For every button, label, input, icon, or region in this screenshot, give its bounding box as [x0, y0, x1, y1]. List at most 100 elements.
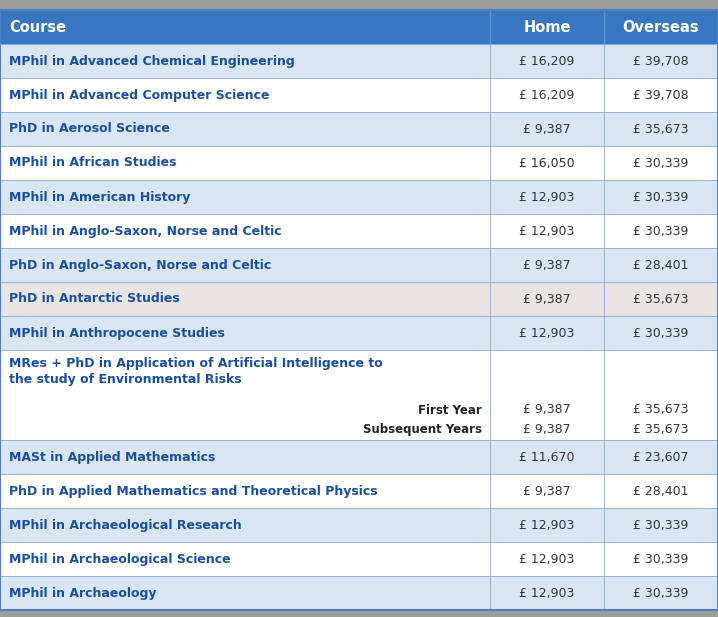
Text: Home: Home	[523, 20, 571, 35]
Bar	[604, 282, 718, 316]
Text: MPhil in Anglo-Saxon, Norse and Celtic: MPhil in Anglo-Saxon, Norse and Celtic	[9, 225, 281, 238]
Bar	[0, 146, 490, 180]
Bar	[490, 44, 604, 78]
Text: £ 30,339: £ 30,339	[633, 225, 689, 238]
Bar	[490, 214, 604, 248]
Bar	[0, 508, 490, 542]
Text: the study of Environmental Risks: the study of Environmental Risks	[9, 373, 242, 386]
Text: MPhil in African Studies: MPhil in African Studies	[9, 157, 177, 170]
Text: £ 30,339: £ 30,339	[633, 587, 689, 600]
Bar	[0, 440, 490, 474]
Text: £ 30,339: £ 30,339	[633, 157, 689, 170]
Bar	[604, 350, 718, 440]
Bar	[0, 248, 490, 282]
Text: MPhil in Archaeology: MPhil in Archaeology	[9, 587, 157, 600]
Text: £ 30,339: £ 30,339	[633, 191, 689, 204]
Bar	[490, 576, 604, 610]
Text: £ 11,670: £ 11,670	[519, 450, 574, 463]
Bar	[0, 282, 490, 316]
Text: £ 9,387: £ 9,387	[523, 404, 571, 416]
Text: £ 16,050: £ 16,050	[519, 157, 575, 170]
Bar	[0, 316, 490, 350]
Text: PhD in Antarctic Studies: PhD in Antarctic Studies	[9, 292, 180, 305]
Bar	[0, 180, 490, 214]
Bar	[604, 542, 718, 576]
Bar	[490, 282, 604, 316]
Text: £ 30,339: £ 30,339	[633, 326, 689, 339]
Bar	[490, 112, 604, 146]
Text: PhD in Aerosol Science: PhD in Aerosol Science	[9, 123, 170, 136]
Text: £ 16,209: £ 16,209	[519, 54, 574, 67]
Text: £ 30,339: £ 30,339	[633, 552, 689, 566]
Bar	[604, 440, 718, 474]
Bar	[0, 214, 490, 248]
Bar	[604, 316, 718, 350]
Bar	[0, 44, 490, 78]
Bar	[604, 112, 718, 146]
Bar	[604, 10, 718, 44]
Text: MPhil in Advanced Chemical Engineering: MPhil in Advanced Chemical Engineering	[9, 54, 295, 67]
Text: £ 12,903: £ 12,903	[519, 191, 574, 204]
Bar	[490, 508, 604, 542]
Text: £ 12,903: £ 12,903	[519, 552, 574, 566]
Bar	[604, 180, 718, 214]
Text: MASt in Applied Mathematics: MASt in Applied Mathematics	[9, 450, 215, 463]
Bar	[490, 440, 604, 474]
Text: £ 16,209: £ 16,209	[519, 88, 574, 102]
Text: MPhil in Advanced Computer Science: MPhil in Advanced Computer Science	[9, 88, 269, 102]
Text: £ 35,673: £ 35,673	[633, 292, 689, 305]
Bar	[0, 78, 490, 112]
Bar	[604, 508, 718, 542]
Text: £ 12,903: £ 12,903	[519, 587, 574, 600]
Text: £ 9,387: £ 9,387	[523, 123, 571, 136]
Text: MRes + PhD in Application of Artificial Intelligence to: MRes + PhD in Application of Artificial …	[9, 357, 383, 370]
Text: PhD in Anglo-Saxon, Norse and Celtic: PhD in Anglo-Saxon, Norse and Celtic	[9, 259, 271, 271]
Bar	[604, 248, 718, 282]
Text: £ 12,903: £ 12,903	[519, 225, 574, 238]
Bar	[0, 350, 490, 440]
Text: £ 30,339: £ 30,339	[633, 518, 689, 531]
Bar	[0, 112, 490, 146]
Text: £ 12,903: £ 12,903	[519, 518, 574, 531]
Text: MPhil in Archaeological Science: MPhil in Archaeological Science	[9, 552, 230, 566]
Text: £ 28,401: £ 28,401	[633, 484, 689, 497]
Bar	[604, 44, 718, 78]
Bar	[490, 180, 604, 214]
Bar	[0, 10, 490, 44]
Text: £ 9,387: £ 9,387	[523, 259, 571, 271]
Text: £ 9,387: £ 9,387	[523, 423, 571, 436]
Bar	[604, 474, 718, 508]
Text: £ 28,401: £ 28,401	[633, 259, 689, 271]
Bar	[490, 146, 604, 180]
Text: PhD in Applied Mathematics and Theoretical Physics: PhD in Applied Mathematics and Theoretic…	[9, 484, 378, 497]
Bar	[0, 474, 490, 508]
Bar	[0, 576, 490, 610]
Text: £ 9,387: £ 9,387	[523, 484, 571, 497]
Text: First Year: First Year	[419, 404, 482, 416]
Text: MPhil in Anthropocene Studies: MPhil in Anthropocene Studies	[9, 326, 225, 339]
Bar	[490, 10, 604, 44]
Bar	[604, 146, 718, 180]
Text: £ 9,387: £ 9,387	[523, 292, 571, 305]
Text: MPhil in American History: MPhil in American History	[9, 191, 190, 204]
Bar	[490, 78, 604, 112]
Text: MPhil in Archaeological Research: MPhil in Archaeological Research	[9, 518, 242, 531]
Bar	[604, 78, 718, 112]
Text: Subsequent Years: Subsequent Years	[363, 423, 482, 436]
Text: £ 23,607: £ 23,607	[633, 450, 689, 463]
Bar	[490, 474, 604, 508]
Text: £ 39,708: £ 39,708	[633, 54, 689, 67]
Bar	[604, 214, 718, 248]
Bar	[0, 542, 490, 576]
Text: £ 12,903: £ 12,903	[519, 326, 574, 339]
Text: £ 35,673: £ 35,673	[633, 423, 689, 436]
Bar	[604, 576, 718, 610]
Text: £ 35,673: £ 35,673	[633, 404, 689, 416]
Text: Overseas: Overseas	[623, 20, 699, 35]
Text: £ 39,708: £ 39,708	[633, 88, 689, 102]
Bar	[490, 248, 604, 282]
Bar	[490, 316, 604, 350]
Bar	[490, 350, 604, 440]
Text: £ 35,673: £ 35,673	[633, 123, 689, 136]
Text: Course: Course	[9, 20, 66, 35]
